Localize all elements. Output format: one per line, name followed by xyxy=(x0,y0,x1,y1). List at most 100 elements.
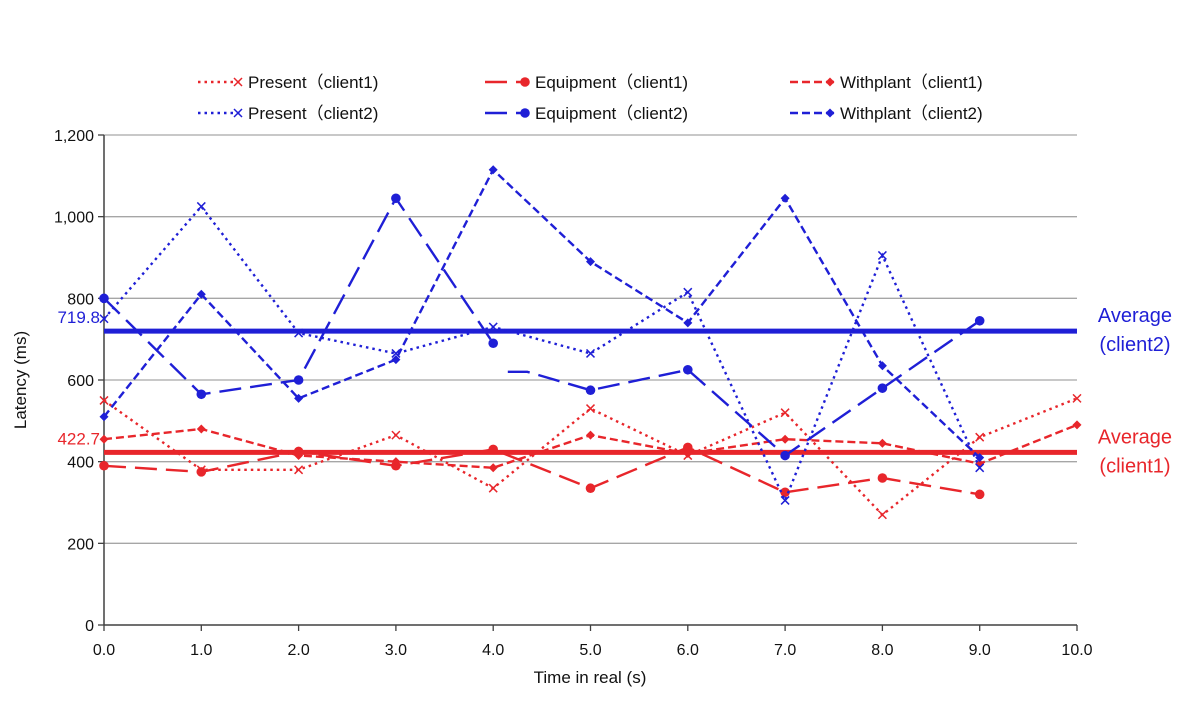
data-point-x-client2-3 xyxy=(99,314,109,324)
legend-label: Equipment（client2) xyxy=(535,104,688,123)
y-tick-label: 600 xyxy=(67,373,94,390)
data-point-diamond-client2-5 xyxy=(196,289,206,299)
data-point-x-client2-3 xyxy=(488,322,498,332)
x-tick-label: 6.0 xyxy=(677,642,699,659)
data-point-diamond-client2-5 xyxy=(586,257,595,267)
series-line-x-client2-3 xyxy=(103,204,981,504)
data-point-circle-client1-1 xyxy=(488,444,499,455)
data-point-x-client2-3 xyxy=(391,348,401,358)
data-point-x-client2-3 xyxy=(683,287,693,297)
y-tick-label: 200 xyxy=(67,536,94,553)
data-point-circle-client1-1 xyxy=(780,487,790,498)
legend-label: Withplant（client2) xyxy=(840,104,983,123)
x-tick-label: 8.0 xyxy=(871,642,893,659)
data-point-diamond-client1-2 xyxy=(488,463,498,473)
data-point-circle-client1-1 xyxy=(585,483,596,494)
legend-marker xyxy=(520,77,530,87)
axes: 0 200 400 600 800 1,000 1,200 0.0 1.0 2.0 3.0 4.0 5.… xyxy=(54,128,1093,659)
x-tick-label: 10.0 xyxy=(1061,642,1092,659)
average-value-client1: 422.7 xyxy=(57,429,100,448)
y-tick-label: 0 xyxy=(85,618,94,635)
data-point-diamond-client1-2 xyxy=(99,434,109,444)
x-tick-label: 0.0 xyxy=(93,642,115,659)
data-point-diamond-client2-5 xyxy=(99,412,109,422)
x-tick-label: 1.0 xyxy=(190,642,212,659)
data-point-x-client1-0 xyxy=(780,408,790,418)
legend-marker xyxy=(233,77,243,87)
data-point-circle-client1-1 xyxy=(877,473,888,483)
legend-marker xyxy=(825,77,835,87)
average-lines: 422.7 Average (client1) 719.8 Average (client… xyxy=(57,305,1172,477)
series-line-circle-client1-1 xyxy=(103,446,980,496)
x-tick-label: 3.0 xyxy=(385,642,407,659)
average-sublabel-client1: (client1) xyxy=(1099,455,1170,477)
data-point-diamond-client2-5 xyxy=(294,393,304,403)
legend-label: Withplant（client1) xyxy=(840,73,983,92)
data-point-circle-client2-4 xyxy=(780,450,790,461)
data-point-circle-client2-4 xyxy=(585,385,596,396)
y-axis-title: Latency (ms) xyxy=(11,331,30,429)
data-point-x-client2-3 xyxy=(975,463,985,473)
data-point-x-client1-0 xyxy=(488,483,498,493)
data-point-x-client2-3 xyxy=(196,201,206,211)
data-point-diamond-client1-2 xyxy=(1072,420,1082,430)
series-line-circle-client2-4 xyxy=(103,195,495,396)
data-point-circle-client2-4 xyxy=(683,364,693,375)
data-point-circle-client2-4 xyxy=(99,293,109,304)
data-point-circle-client2-4 xyxy=(488,338,499,349)
series-line-circle-client2-4 xyxy=(507,319,981,458)
data-point-x-client2-3 xyxy=(294,328,304,338)
data-point-diamond-client1-2 xyxy=(683,449,693,458)
data-point-circle-client2-4 xyxy=(391,193,401,204)
data-point-x-client1-0 xyxy=(1072,393,1082,403)
average-label-client1: Average xyxy=(1098,426,1172,448)
data-point-circle-client2-4 xyxy=(293,375,304,385)
x-tick-label: 4.0 xyxy=(482,642,504,659)
average-value-client2: 719.8 xyxy=(57,308,100,327)
data-point-diamond-client1-2 xyxy=(780,434,790,444)
data-point-x-client1-0 xyxy=(391,430,401,440)
x-axis-title: Time in real (s) xyxy=(534,668,647,687)
legend-label: Present（client1) xyxy=(248,73,378,92)
average-label-client2: Average xyxy=(1098,305,1172,327)
legend-label: Equipment（client1) xyxy=(535,73,688,92)
x-tick-label: 2.0 xyxy=(287,642,309,659)
x-tick-label: 9.0 xyxy=(969,642,991,659)
data-point-diamond-client1-2 xyxy=(196,424,206,434)
data-point-diamond-client1-2 xyxy=(294,451,304,461)
data-point-x-client1-0 xyxy=(975,432,985,442)
data-point-circle-client2-4 xyxy=(974,315,985,326)
data-point-diamond-client1-2 xyxy=(877,438,887,448)
data-point-circle-client2-4 xyxy=(877,383,888,393)
y-tick-label: 1,200 xyxy=(54,128,94,145)
legend-marker xyxy=(825,108,835,118)
data-point-x-client2-3 xyxy=(877,250,887,260)
data-point-x-client1-0 xyxy=(877,510,887,520)
data-point-diamond-client1-2 xyxy=(586,430,595,440)
series-line-diamond-client2-5 xyxy=(103,167,981,459)
data-point-diamond-client1-2 xyxy=(391,457,401,467)
y-tick-label: 800 xyxy=(67,291,94,308)
legend-label: Present（client2) xyxy=(248,104,378,123)
data-point-x-client1-0 xyxy=(294,465,304,475)
legend: Present（client1) Equipment（client1) Withpl… xyxy=(198,73,983,123)
data-point-diamond-client2-5 xyxy=(391,355,401,365)
data-point-diamond-client2-5 xyxy=(683,318,693,328)
data-point-circle-client1-1 xyxy=(99,460,109,471)
series-line-x-client1-0 xyxy=(103,397,1078,517)
legend-marker xyxy=(233,108,243,118)
gridlines xyxy=(104,134,1077,544)
data-point-circle-client1-1 xyxy=(196,467,207,477)
average-sublabel-client2: (client2) xyxy=(1099,334,1170,356)
data-point-x-client2-3 xyxy=(780,495,790,505)
data-point-x-client1-0 xyxy=(585,404,596,414)
y-tick-label: 400 xyxy=(67,455,94,472)
data-point-circle-client1-1 xyxy=(683,442,693,453)
x-tick-label: 5.0 xyxy=(579,642,601,659)
data-point-diamond-client2-5 xyxy=(975,453,985,463)
data-point-circle-client1-1 xyxy=(974,489,985,500)
y-tick-label: 1,000 xyxy=(54,210,94,227)
data-point-diamond-client2-5 xyxy=(488,165,498,175)
data-point-circle-client2-4 xyxy=(196,389,207,400)
